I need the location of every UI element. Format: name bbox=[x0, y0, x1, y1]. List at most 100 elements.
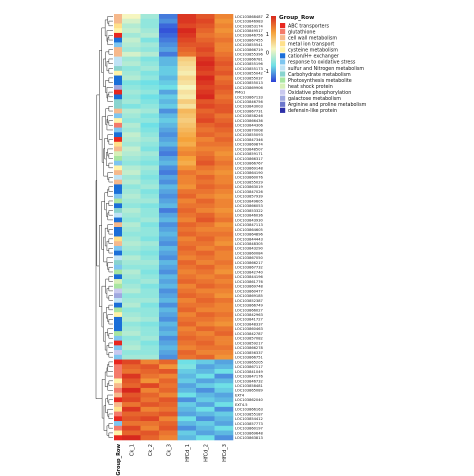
group-annotation-cell bbox=[114, 56, 122, 62]
row-label: LOC103858481 bbox=[235, 384, 263, 388]
legend-swatch bbox=[280, 47, 286, 53]
dendrogram-branch bbox=[95, 180, 103, 399]
heatmap-cell bbox=[214, 250, 234, 256]
row-label: LOC103859171 bbox=[235, 152, 263, 156]
heatmap-cell bbox=[177, 160, 197, 166]
heatmap-cell bbox=[177, 146, 197, 152]
heatmap-cell bbox=[140, 14, 160, 20]
heatmap-cell bbox=[177, 28, 197, 34]
dendrogram-branch bbox=[106, 288, 109, 299]
heatmap-cell bbox=[214, 37, 234, 43]
group-annotation-cell bbox=[114, 103, 122, 109]
heatmap-cell bbox=[177, 66, 197, 72]
column-labels: Group_Row Ck_1 Ck_2 Ck_3 HfCd_1 HfCd_2 HfCd_3 bbox=[116, 444, 228, 476]
heatmap-cell bbox=[177, 283, 197, 289]
heatmap-cell bbox=[177, 392, 197, 398]
heatmap-cell bbox=[140, 18, 160, 24]
heatmap-cell bbox=[122, 378, 141, 384]
heatmap-cell bbox=[214, 298, 234, 304]
heatmap-cell bbox=[196, 378, 215, 384]
heatmap-cell bbox=[177, 37, 197, 43]
heatmap-cell bbox=[159, 255, 178, 261]
group-annotation-cell bbox=[114, 170, 122, 176]
heatmap-cell bbox=[140, 402, 160, 408]
heatmap-cell bbox=[159, 241, 178, 247]
row-label: LOC103848337 bbox=[235, 322, 263, 326]
heatmap-cell bbox=[214, 174, 234, 180]
heatmap-cell bbox=[177, 179, 197, 185]
row-label: LOC103866719 bbox=[235, 48, 264, 52]
heatmap-cell bbox=[159, 32, 178, 38]
heatmap-cell bbox=[122, 402, 141, 408]
heatmap-cell bbox=[122, 160, 141, 166]
heatmap-cell bbox=[122, 184, 141, 190]
heatmap-cell bbox=[214, 184, 234, 190]
heatmap-cell bbox=[140, 122, 160, 128]
heatmap-cell bbox=[177, 402, 197, 408]
heatmap-cell bbox=[159, 369, 178, 375]
legend-swatch bbox=[280, 101, 286, 107]
heatmap-cell bbox=[196, 373, 215, 379]
heatmap-cell bbox=[122, 260, 141, 266]
heatmap-cell bbox=[122, 245, 141, 251]
row-label: LOC103849605 bbox=[235, 199, 263, 203]
heatmap-cell bbox=[196, 51, 215, 57]
heatmap-cell bbox=[140, 435, 160, 441]
heatmap-cell bbox=[214, 141, 234, 147]
dendrogram-branch bbox=[108, 200, 113, 206]
group-annotation-cell bbox=[114, 42, 122, 48]
row-label: LOC103842740 bbox=[235, 270, 264, 274]
legend-entry-label: heat shock protein bbox=[288, 84, 333, 90]
legend-swatch bbox=[280, 41, 286, 47]
heatmap-cell bbox=[177, 61, 197, 67]
dendrogram-branch bbox=[107, 364, 113, 372]
group-annotation-cell bbox=[114, 85, 122, 91]
heatmap-cell bbox=[122, 387, 141, 393]
dendrogram-branch bbox=[108, 120, 113, 126]
heatmap-cell bbox=[196, 359, 215, 365]
group-annotation-cell bbox=[114, 198, 122, 204]
heatmap-cell bbox=[177, 421, 197, 427]
heatmap-cell bbox=[196, 189, 215, 195]
dendrogram-branch bbox=[108, 399, 113, 405]
dendrogram-branch bbox=[108, 210, 113, 216]
dendrogram-branch bbox=[104, 227, 108, 247]
group-annotation-cell bbox=[114, 23, 122, 29]
heatmap-cell bbox=[214, 208, 234, 214]
legend-entry-label: cation/H+ exchanger bbox=[288, 54, 339, 60]
group-annotation-cell bbox=[114, 269, 122, 275]
dendrogram-branch bbox=[108, 413, 113, 419]
heatmap-cell bbox=[122, 264, 141, 270]
color-scale-tick: -1 bbox=[264, 69, 269, 75]
dendrogram-branch bbox=[108, 91, 113, 98]
heatmap-cell bbox=[122, 321, 141, 327]
heatmap-cell bbox=[122, 66, 141, 72]
heatmap-cell bbox=[177, 137, 197, 143]
heatmap-cell bbox=[177, 298, 197, 304]
dendrogram-branch bbox=[106, 61, 109, 72]
heatmap-cell bbox=[140, 222, 160, 228]
heatmap-cell bbox=[122, 359, 141, 365]
row-label: LOC103855396 bbox=[235, 53, 264, 57]
heatmap-cell bbox=[177, 274, 197, 280]
heatmap-cell bbox=[122, 51, 141, 57]
heatmap-cell bbox=[122, 75, 141, 81]
heatmap-cell bbox=[177, 378, 197, 384]
heatmap-cell bbox=[196, 146, 215, 152]
heatmap-cell bbox=[140, 316, 160, 322]
legend-entry-label: metal ion transport bbox=[288, 42, 334, 48]
dendrogram-branch bbox=[103, 312, 107, 342]
group-annotation-cell bbox=[114, 283, 122, 289]
heatmap-cell bbox=[122, 42, 141, 48]
heatmap-cell bbox=[122, 156, 141, 162]
group-annotation-cell bbox=[114, 217, 122, 223]
dendrogram-branch bbox=[108, 352, 113, 358]
row-label: LOC103868487 bbox=[235, 15, 263, 19]
heatmap-cell bbox=[177, 151, 197, 157]
heatmap-cell bbox=[122, 165, 141, 171]
dendrogram-branch bbox=[105, 108, 109, 125]
heatmap-cell bbox=[159, 198, 178, 204]
row-label: LOC103848507 bbox=[235, 147, 263, 151]
heatmap-cell bbox=[196, 298, 215, 304]
heatmap-cell bbox=[140, 94, 160, 100]
